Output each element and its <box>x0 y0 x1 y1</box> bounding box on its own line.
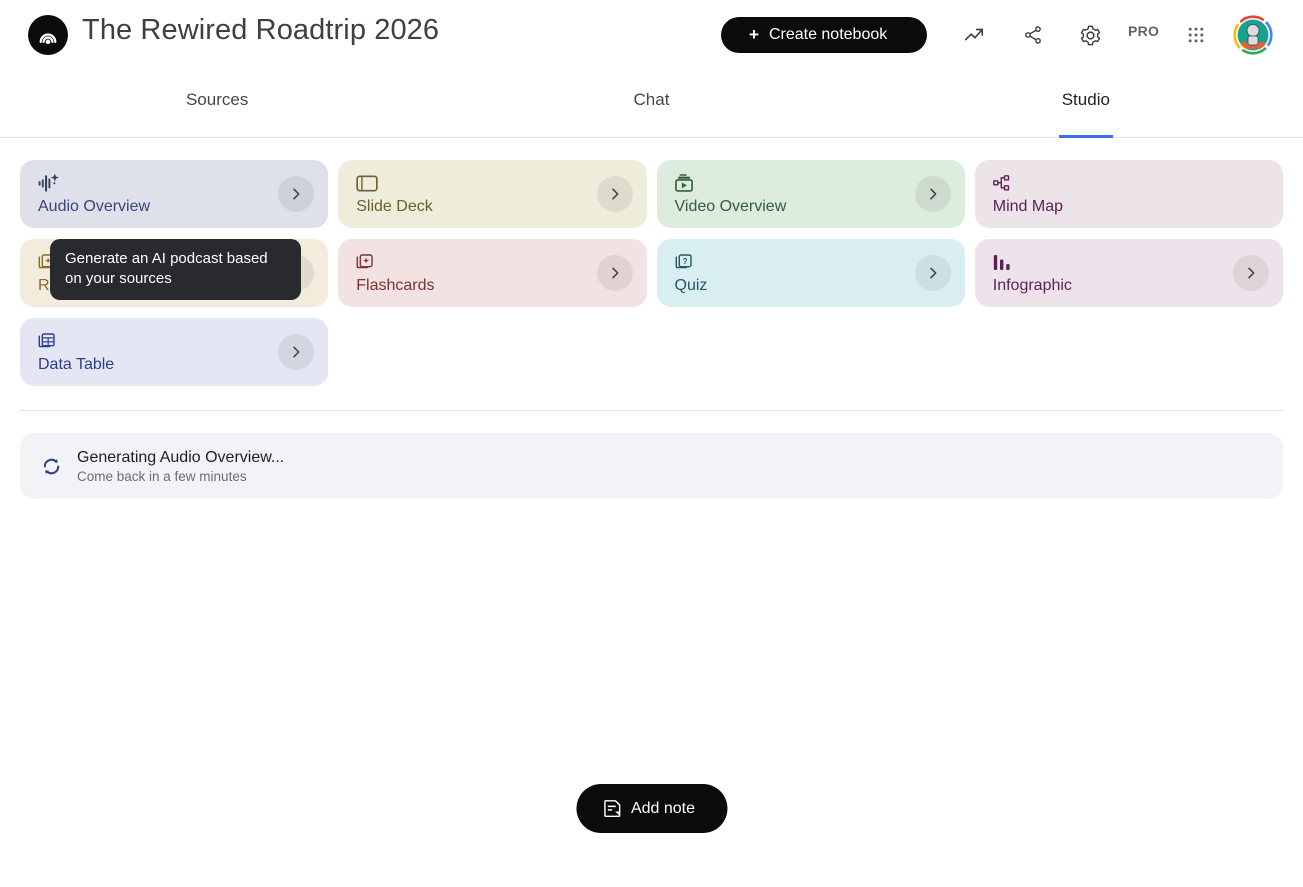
svg-text:?: ? <box>682 256 687 265</box>
